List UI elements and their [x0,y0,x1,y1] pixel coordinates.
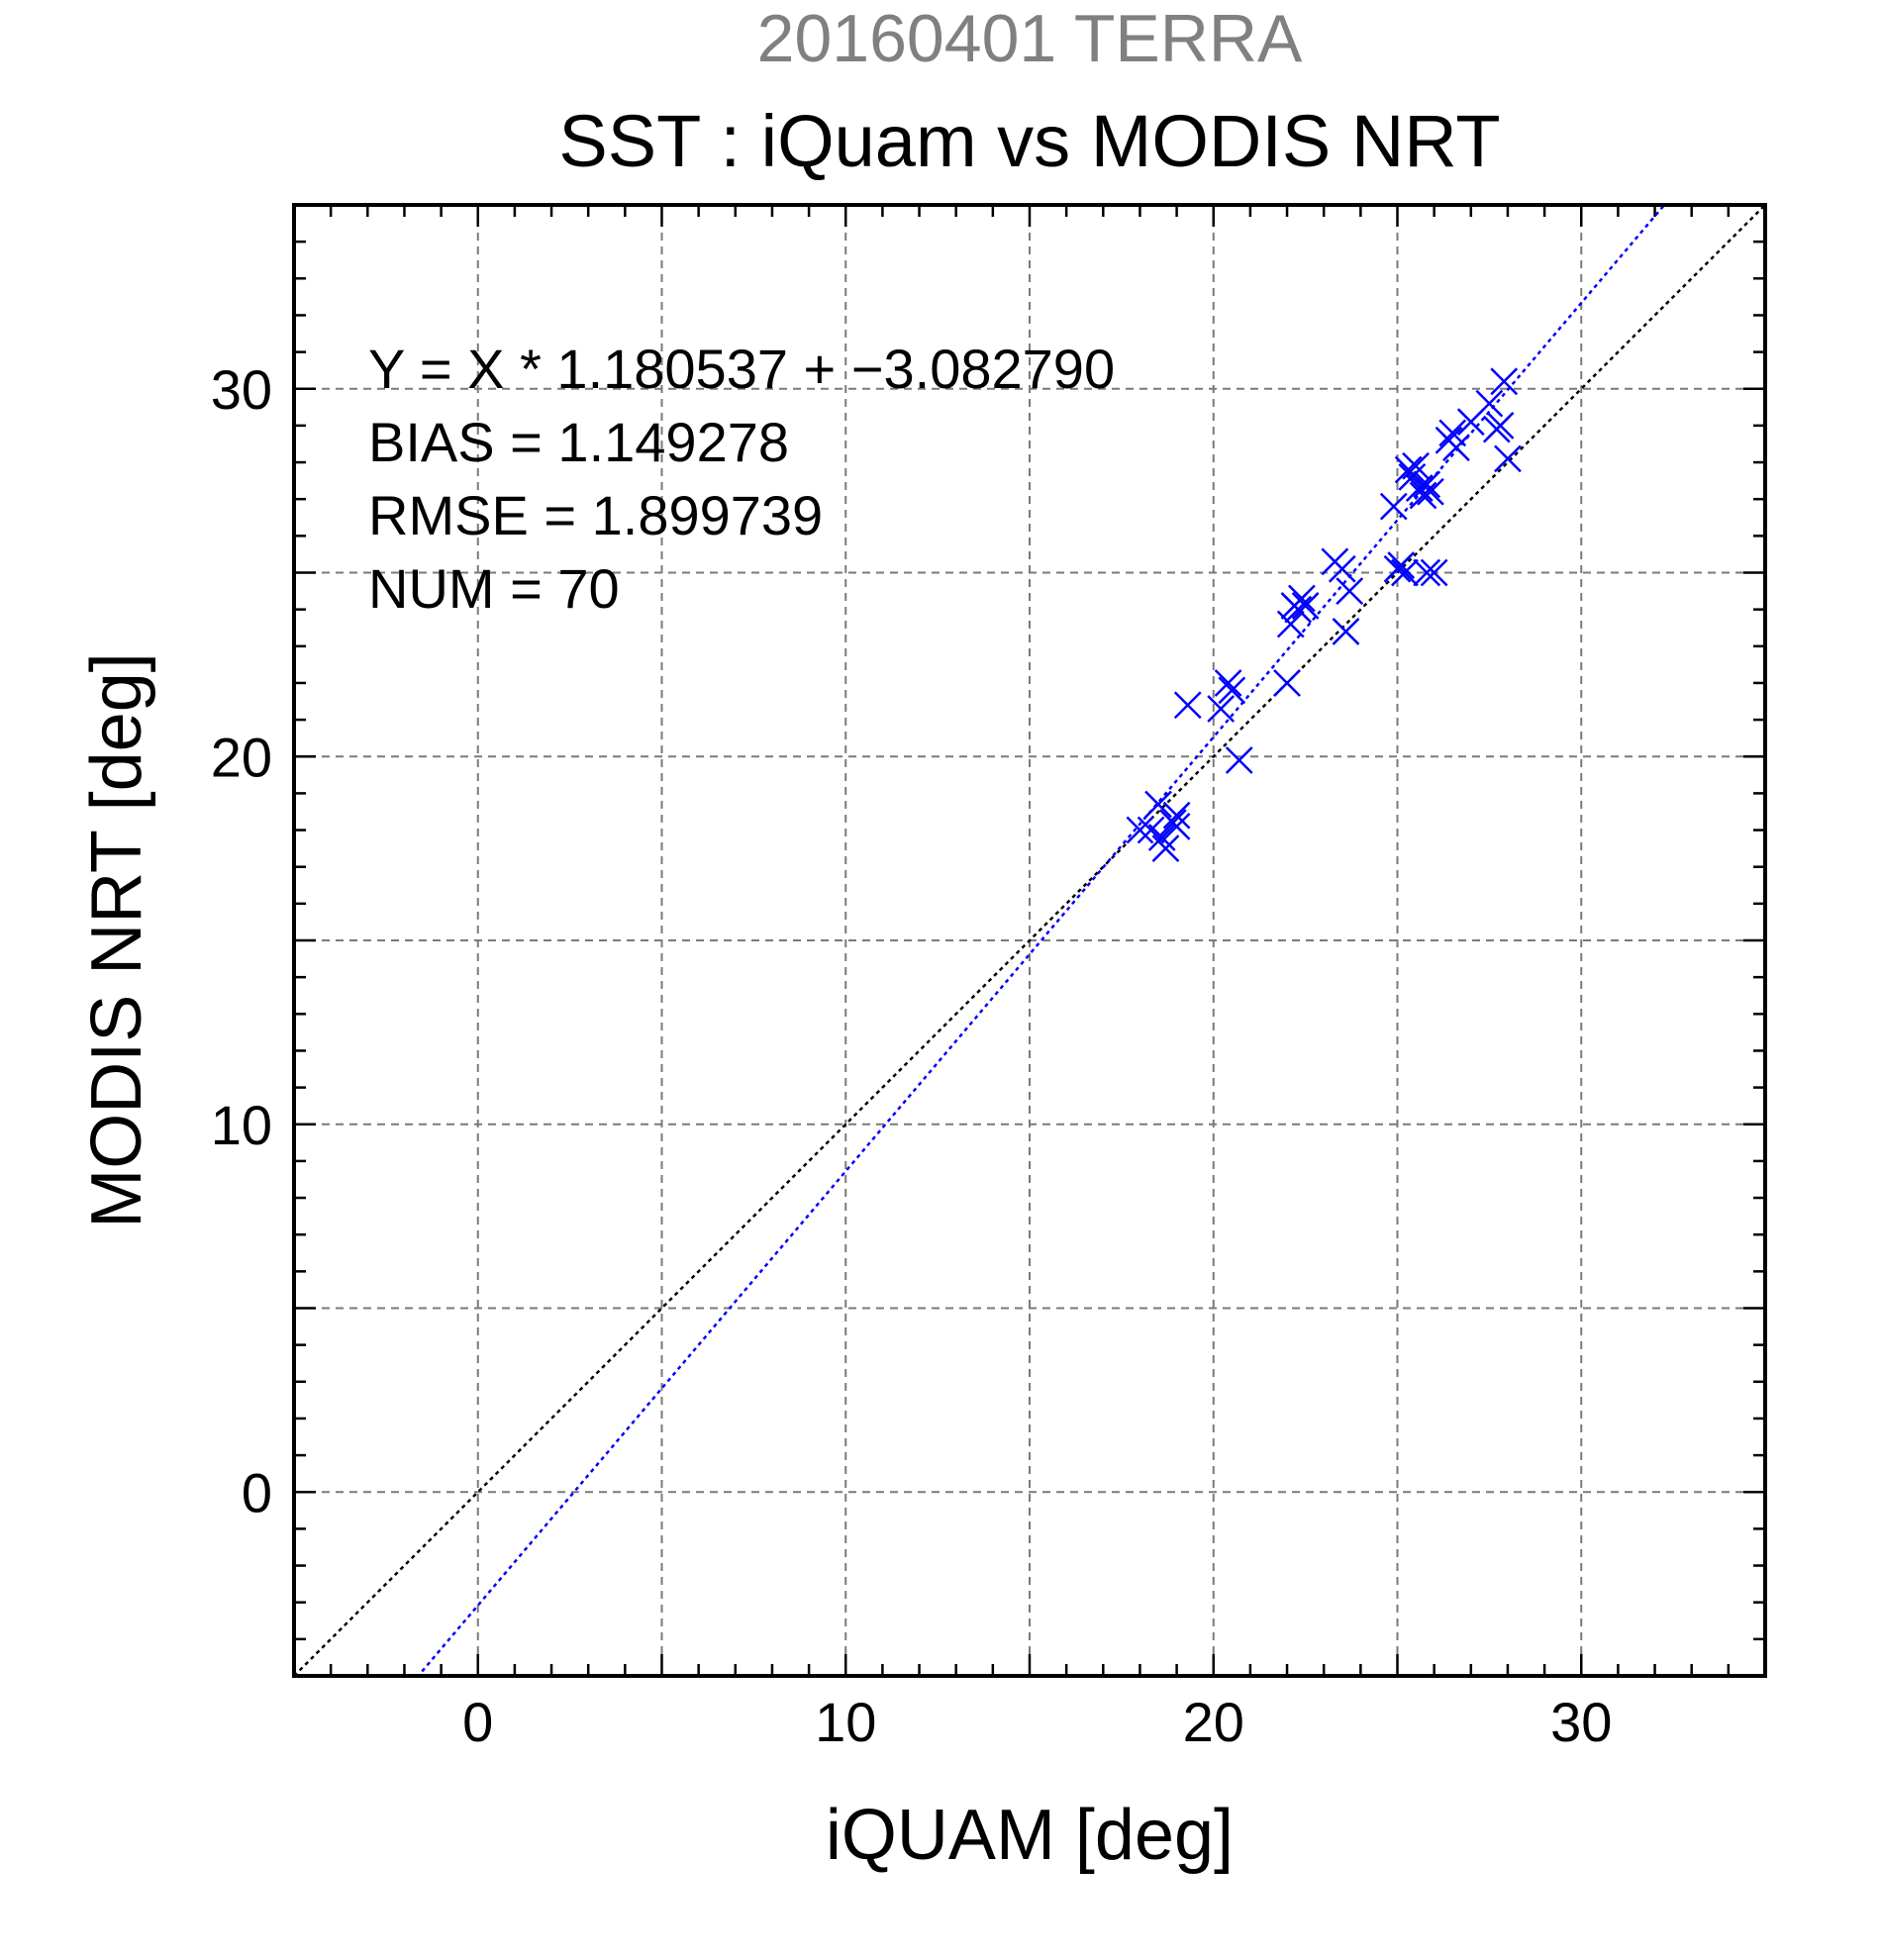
data-point-stroke [1438,419,1467,447]
data-point [1490,367,1519,396]
data-points [1126,367,1522,863]
data-point [1405,474,1434,502]
data-point-stroke [1475,389,1504,418]
stat-line: RMSE = 1.899739 [368,484,823,546]
data-point-stroke [1328,554,1356,583]
data-point [1417,477,1444,506]
data-point-stroke [1336,577,1364,605]
data-point [1442,434,1470,462]
data-point-stroke [1417,477,1444,506]
data-point [1486,412,1515,440]
data-point-stroke [1391,558,1419,587]
data-point [1151,834,1180,863]
data-point-stroke [1409,481,1437,510]
data-point [1288,584,1316,613]
data-point-stroke [1144,790,1172,819]
data-point [1218,676,1246,705]
data-point [1207,695,1236,723]
data-point [1379,492,1408,521]
data-point-stroke [1207,695,1236,723]
data-point-stroke [1494,444,1522,473]
plot-frame [292,203,1767,1678]
data-point-stroke [1398,463,1427,491]
data-point-stroke [1490,367,1519,396]
stat-line: BIAS = 1.149278 [368,411,789,473]
data-point [1162,812,1191,840]
data-point-stroke [1402,451,1430,480]
data-point [1413,470,1441,499]
data-point-stroke [1387,551,1416,579]
data-point [1494,444,1522,473]
chart-subtitle: 20160401 TERRA [757,1,1303,76]
x-tick-label: 0 [462,1691,493,1753]
stat-line: NUM = 70 [368,557,620,620]
data-point-stroke [1147,824,1176,851]
regression-line [416,205,1666,1676]
data-point-stroke [1126,816,1154,844]
data-point [1225,746,1253,774]
identity-line [294,205,1765,1676]
y-axis-label: MODIS NRT [deg] [77,652,156,1228]
data-point-stroke [1413,558,1441,587]
x-axis-label: iQUAM [deg] [826,1796,1234,1875]
y-tick-label: 0 [242,1461,272,1523]
data-point [1291,592,1320,620]
data-point-stroke [1413,470,1441,499]
data-point [1173,691,1202,720]
data-point-stroke [1332,618,1360,645]
data-point-stroke [1273,669,1301,697]
data-point [1402,451,1430,480]
data-point-stroke [1225,746,1253,774]
data-point-stroke [1218,676,1246,705]
data-point [1475,389,1504,418]
data-point-stroke [1291,592,1320,620]
x-tick-label: 20 [1183,1691,1244,1753]
data-point-stroke [1284,595,1313,624]
data-point-stroke [1162,801,1191,830]
data-point [1214,669,1242,697]
x-tick-label: 30 [1550,1691,1612,1753]
data-point [1387,551,1416,579]
data-point [1332,618,1360,645]
data-point-stroke [1420,558,1448,587]
data-point-stroke [1162,812,1191,840]
x-tick-label: 10 [815,1691,876,1753]
y-tick-label: 10 [211,1094,272,1156]
data-point [1147,824,1176,851]
data-point [1144,790,1172,819]
data-point-stroke [1405,474,1434,502]
data-point-stroke [1137,816,1165,844]
data-point-stroke [1442,434,1470,462]
data-point [1420,558,1448,587]
data-point-stroke [1151,834,1180,863]
y-tick-label: 30 [211,358,272,421]
data-point-stroke [1288,584,1316,613]
data-point [1394,455,1423,484]
y-tick-labels: 0 10 20 30 [211,358,272,1524]
data-point-stroke [1276,610,1305,638]
data-point [1336,577,1364,605]
stat-line: Y = X * 1.180537 + −3.082790 [368,338,1115,400]
data-point [1126,816,1154,844]
data-point [1413,558,1441,587]
data-point [1162,801,1191,830]
data-point [1391,558,1419,587]
reference-lines [294,205,1765,1676]
data-point-stroke [1486,412,1515,440]
y-tick-label: 20 [211,726,272,788]
chart-title: SST : iQuam vs MODIS NRT [558,100,1500,182]
data-point [1284,595,1313,624]
data-point-stroke [1214,669,1242,697]
data-point [1276,610,1305,638]
data-point-stroke [1379,492,1408,521]
data-point-stroke [1173,691,1202,720]
data-point [1409,481,1437,510]
x-tick-labels: 0 10 20 30 [462,1691,1612,1753]
data-point [1328,554,1356,583]
statistics-annotation: Y = X * 1.180537 + −3.082790 BIAS = 1.149… [368,338,1115,620]
data-point [1273,669,1301,697]
data-point-stroke [1394,455,1423,484]
